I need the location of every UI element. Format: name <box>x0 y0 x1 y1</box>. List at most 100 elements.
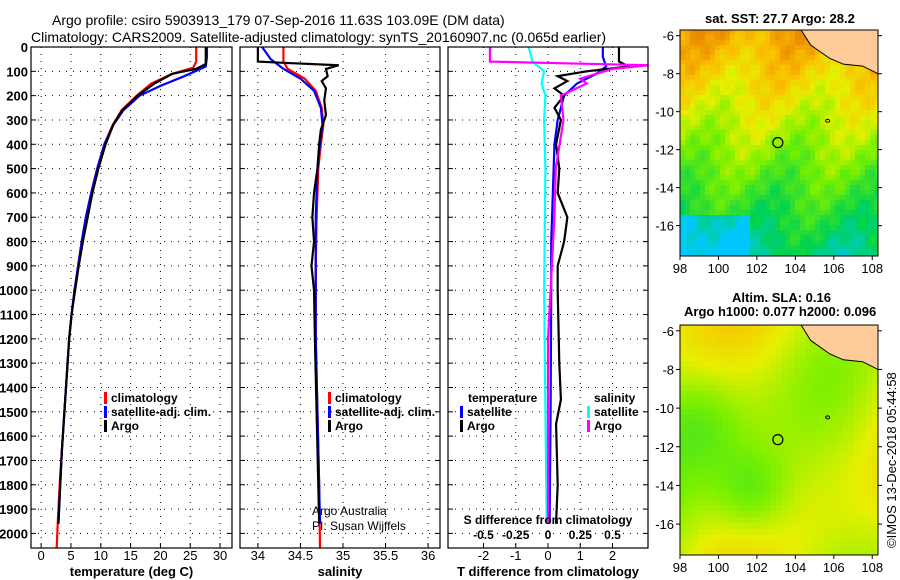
map-cell <box>785 190 790 195</box>
x-tick-label: 2 <box>609 548 616 563</box>
map-cell <box>805 200 810 205</box>
map-cell <box>750 30 755 35</box>
map-cell <box>740 85 745 90</box>
map-cell <box>824 403 830 409</box>
map-cell <box>704 535 710 541</box>
map-cell <box>740 481 746 487</box>
map-cell <box>725 200 730 205</box>
map-cell <box>824 529 830 535</box>
map-cell <box>755 215 760 220</box>
map-cell <box>745 65 750 70</box>
map-cell <box>715 75 720 80</box>
map-cell <box>705 140 710 145</box>
map-cell <box>800 445 806 451</box>
map-cell <box>820 150 825 155</box>
map-cell <box>836 481 842 487</box>
map-cell <box>720 170 725 175</box>
map-cell <box>686 415 692 421</box>
map-cell <box>840 230 845 235</box>
map-cell <box>780 205 785 210</box>
map-cell <box>800 190 805 195</box>
map-cell <box>855 115 860 120</box>
map-cell <box>800 205 805 210</box>
map-cell <box>850 165 855 170</box>
map-cell <box>680 160 685 165</box>
map-cell <box>845 110 850 115</box>
map-cell <box>735 110 740 115</box>
map-cell <box>698 343 704 349</box>
map-cell <box>740 50 745 55</box>
map-cell <box>820 105 825 110</box>
map-cell <box>790 240 795 245</box>
map-cell <box>760 35 765 40</box>
map-cell <box>740 499 746 505</box>
map-cell <box>775 250 780 255</box>
map-cell <box>680 105 685 110</box>
map-cell <box>770 35 775 40</box>
map-cell <box>740 180 745 185</box>
map-cell <box>755 205 760 210</box>
map-cell <box>770 529 776 535</box>
secondary-x-tick-label: -0.5 <box>473 528 494 542</box>
map-cell <box>780 40 785 45</box>
map-cell <box>690 45 695 50</box>
map-cell <box>710 40 715 45</box>
map-cell <box>776 397 782 403</box>
map-cell <box>728 511 734 517</box>
map-cell <box>685 50 690 55</box>
map-cell <box>692 493 698 499</box>
map-cell <box>866 541 872 547</box>
map-cell <box>776 469 782 475</box>
map-cell <box>788 523 794 529</box>
map-cell <box>680 349 686 355</box>
map-cell <box>686 469 692 475</box>
map-cell <box>695 55 700 60</box>
y-tick-label: 800 <box>6 235 28 250</box>
map-cell <box>770 373 776 379</box>
map-cell <box>825 155 830 160</box>
map-cell <box>765 45 770 50</box>
map-cell <box>715 125 720 130</box>
map-cell <box>750 130 755 135</box>
map-cell <box>872 469 878 475</box>
map-cell <box>854 421 860 427</box>
map-cell <box>758 385 764 391</box>
map-cell <box>850 215 855 220</box>
map-cell <box>840 135 845 140</box>
map-cell <box>704 499 710 505</box>
map-cell <box>710 55 715 60</box>
map-cell <box>806 481 812 487</box>
lat-tick-label: -8 <box>662 362 674 377</box>
map-cell <box>705 115 710 120</box>
map-cell <box>800 523 806 529</box>
map-cell <box>686 367 692 373</box>
map-cell <box>730 195 735 200</box>
map-cell <box>842 427 848 433</box>
map-cell <box>806 427 812 433</box>
map-cell <box>845 160 850 165</box>
map-cell <box>812 457 818 463</box>
map-cell <box>836 541 842 547</box>
map-cell <box>734 445 740 451</box>
map-cell <box>765 170 770 175</box>
map-cell <box>815 215 820 220</box>
map-cell <box>704 361 710 367</box>
map-cell <box>780 120 785 125</box>
map-cell <box>725 135 730 140</box>
map-cell <box>865 150 870 155</box>
map-cell <box>698 445 704 451</box>
map-cell <box>740 30 745 35</box>
map-cell <box>780 60 785 65</box>
map-cell <box>842 391 848 397</box>
map-cell <box>725 180 730 185</box>
map-cell <box>870 175 875 180</box>
map-cell <box>770 553 776 555</box>
map-cell <box>848 553 854 555</box>
map-cell <box>698 553 704 555</box>
map-cell <box>794 541 800 547</box>
map-cell <box>704 391 710 397</box>
x-axis-label: T difference from climatology <box>457 564 640 579</box>
map-cell <box>720 150 725 155</box>
map-cell <box>735 135 740 140</box>
map-cell <box>720 245 725 250</box>
